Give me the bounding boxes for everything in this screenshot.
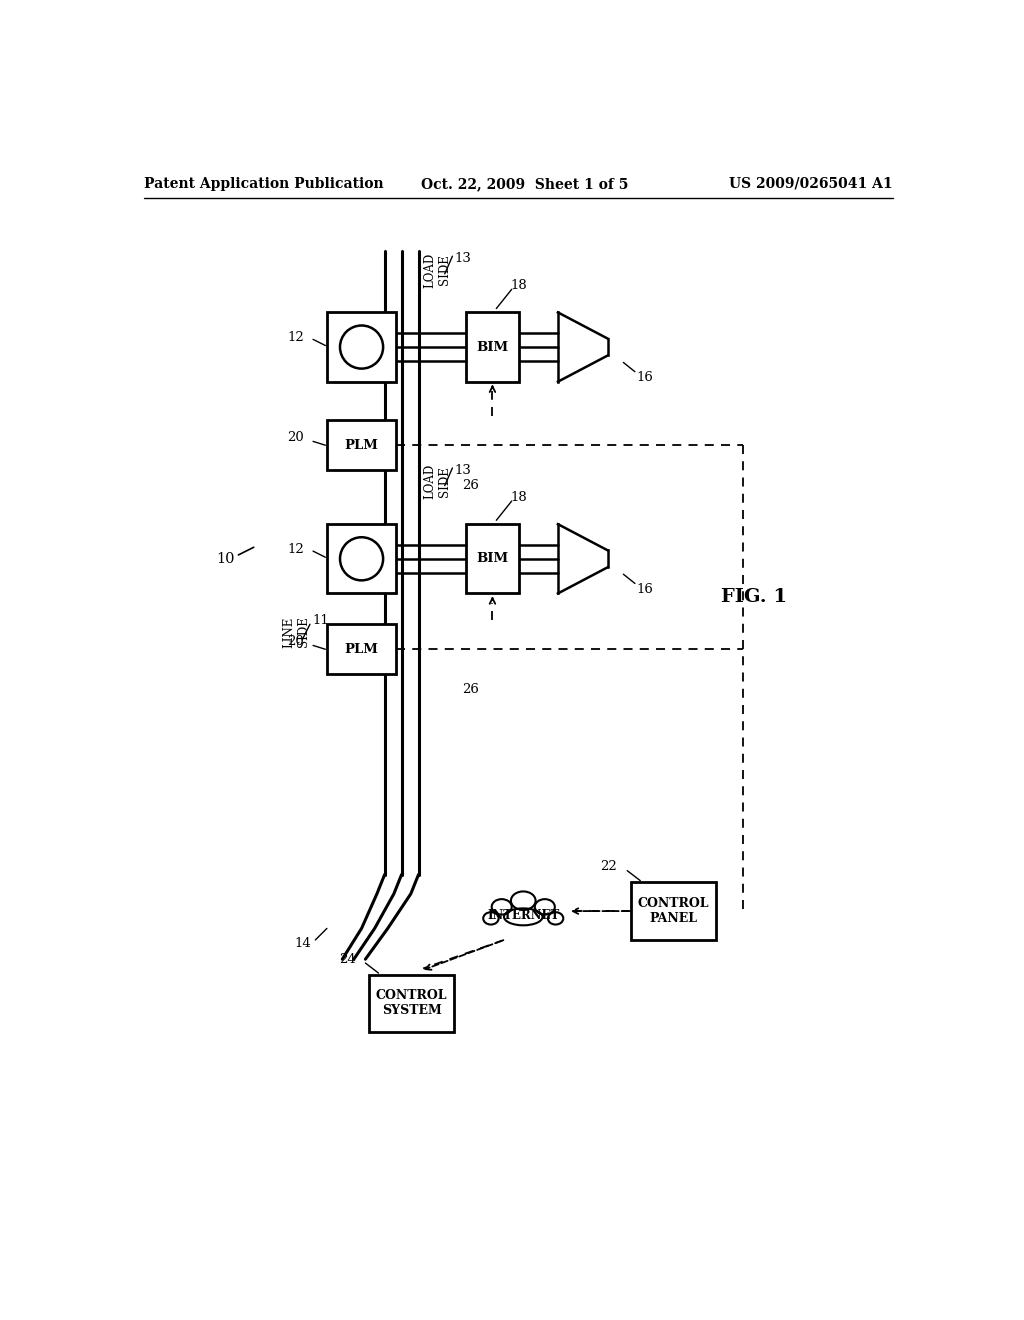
Text: 26: 26 xyxy=(462,479,478,492)
Text: Oct. 22, 2009  Sheet 1 of 5: Oct. 22, 2009 Sheet 1 of 5 xyxy=(421,177,629,191)
Text: 16: 16 xyxy=(637,371,653,384)
Text: 10: 10 xyxy=(216,552,234,566)
Text: BIM: BIM xyxy=(476,552,509,565)
Text: 13: 13 xyxy=(455,463,472,477)
Text: 26: 26 xyxy=(462,684,478,696)
FancyBboxPatch shape xyxy=(327,313,396,381)
Text: CONTROL
PANEL: CONTROL PANEL xyxy=(638,898,710,925)
Text: 11: 11 xyxy=(312,614,329,627)
Text: 14: 14 xyxy=(295,937,311,950)
Text: LINE
SIDE: LINE SIDE xyxy=(282,616,310,648)
Ellipse shape xyxy=(483,912,499,924)
FancyBboxPatch shape xyxy=(631,882,716,940)
Text: US 2009/0265041 A1: US 2009/0265041 A1 xyxy=(729,177,893,191)
Text: LOAD
SIDE: LOAD SIDE xyxy=(423,465,451,499)
Text: LOAD
SIDE: LOAD SIDE xyxy=(423,252,451,288)
Text: CONTROL
SYSTEM: CONTROL SYSTEM xyxy=(376,990,447,1018)
Text: PLM: PLM xyxy=(345,643,379,656)
Text: 18: 18 xyxy=(510,279,527,292)
Text: 22: 22 xyxy=(600,861,617,874)
FancyBboxPatch shape xyxy=(327,524,396,594)
FancyBboxPatch shape xyxy=(466,313,519,381)
Text: 20: 20 xyxy=(287,635,304,648)
Text: 18: 18 xyxy=(510,491,527,504)
Text: 12: 12 xyxy=(287,331,304,345)
Text: 24: 24 xyxy=(339,953,355,966)
Ellipse shape xyxy=(535,899,555,915)
Text: PLM: PLM xyxy=(345,438,379,451)
FancyBboxPatch shape xyxy=(327,420,396,470)
Text: 20: 20 xyxy=(287,432,304,444)
Text: 12: 12 xyxy=(287,543,304,556)
Ellipse shape xyxy=(511,891,536,909)
Text: FIG. 1: FIG. 1 xyxy=(721,589,787,606)
Text: Patent Application Publication: Patent Application Publication xyxy=(144,177,384,191)
Ellipse shape xyxy=(504,908,543,925)
Text: INTERNET: INTERNET xyxy=(487,908,559,921)
Text: 13: 13 xyxy=(455,252,472,265)
Text: BIM: BIM xyxy=(476,341,509,354)
Ellipse shape xyxy=(548,912,563,924)
FancyBboxPatch shape xyxy=(370,974,454,1032)
FancyBboxPatch shape xyxy=(327,624,396,675)
Ellipse shape xyxy=(492,899,512,915)
Text: 16: 16 xyxy=(637,583,653,597)
FancyBboxPatch shape xyxy=(466,524,519,594)
